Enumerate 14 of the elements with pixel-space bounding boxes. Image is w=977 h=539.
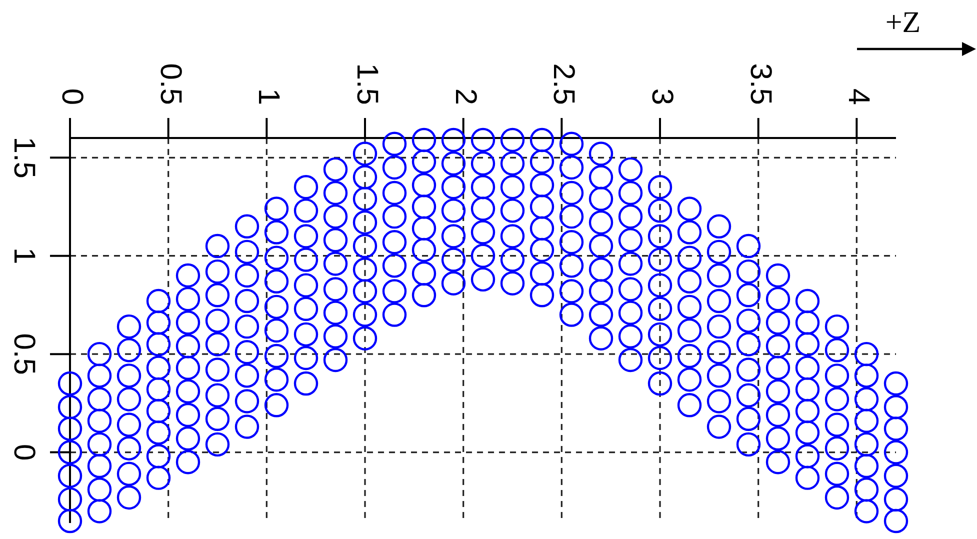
text: +Z: [885, 6, 921, 39]
y-tick-label: 0: [8, 444, 40, 461]
x-tick-label: 0: [56, 88, 88, 105]
x-tick-label: 2.5: [547, 63, 580, 105]
x-tick-label: 3: [646, 88, 678, 105]
x-tick-label: 1: [252, 88, 286, 105]
y-tick-label: 1: [8, 248, 40, 264]
x-tick-label: 0.5: [154, 63, 187, 105]
x-tick-label: 1.5: [350, 63, 384, 105]
x-tick-label: 4: [842, 88, 876, 105]
x-tick-label: 3.5: [744, 63, 777, 105]
y-tick-label: 1.5: [8, 136, 40, 178]
x-tick-label: 2: [448, 88, 482, 105]
y-tick-label: 0.5: [8, 333, 40, 375]
